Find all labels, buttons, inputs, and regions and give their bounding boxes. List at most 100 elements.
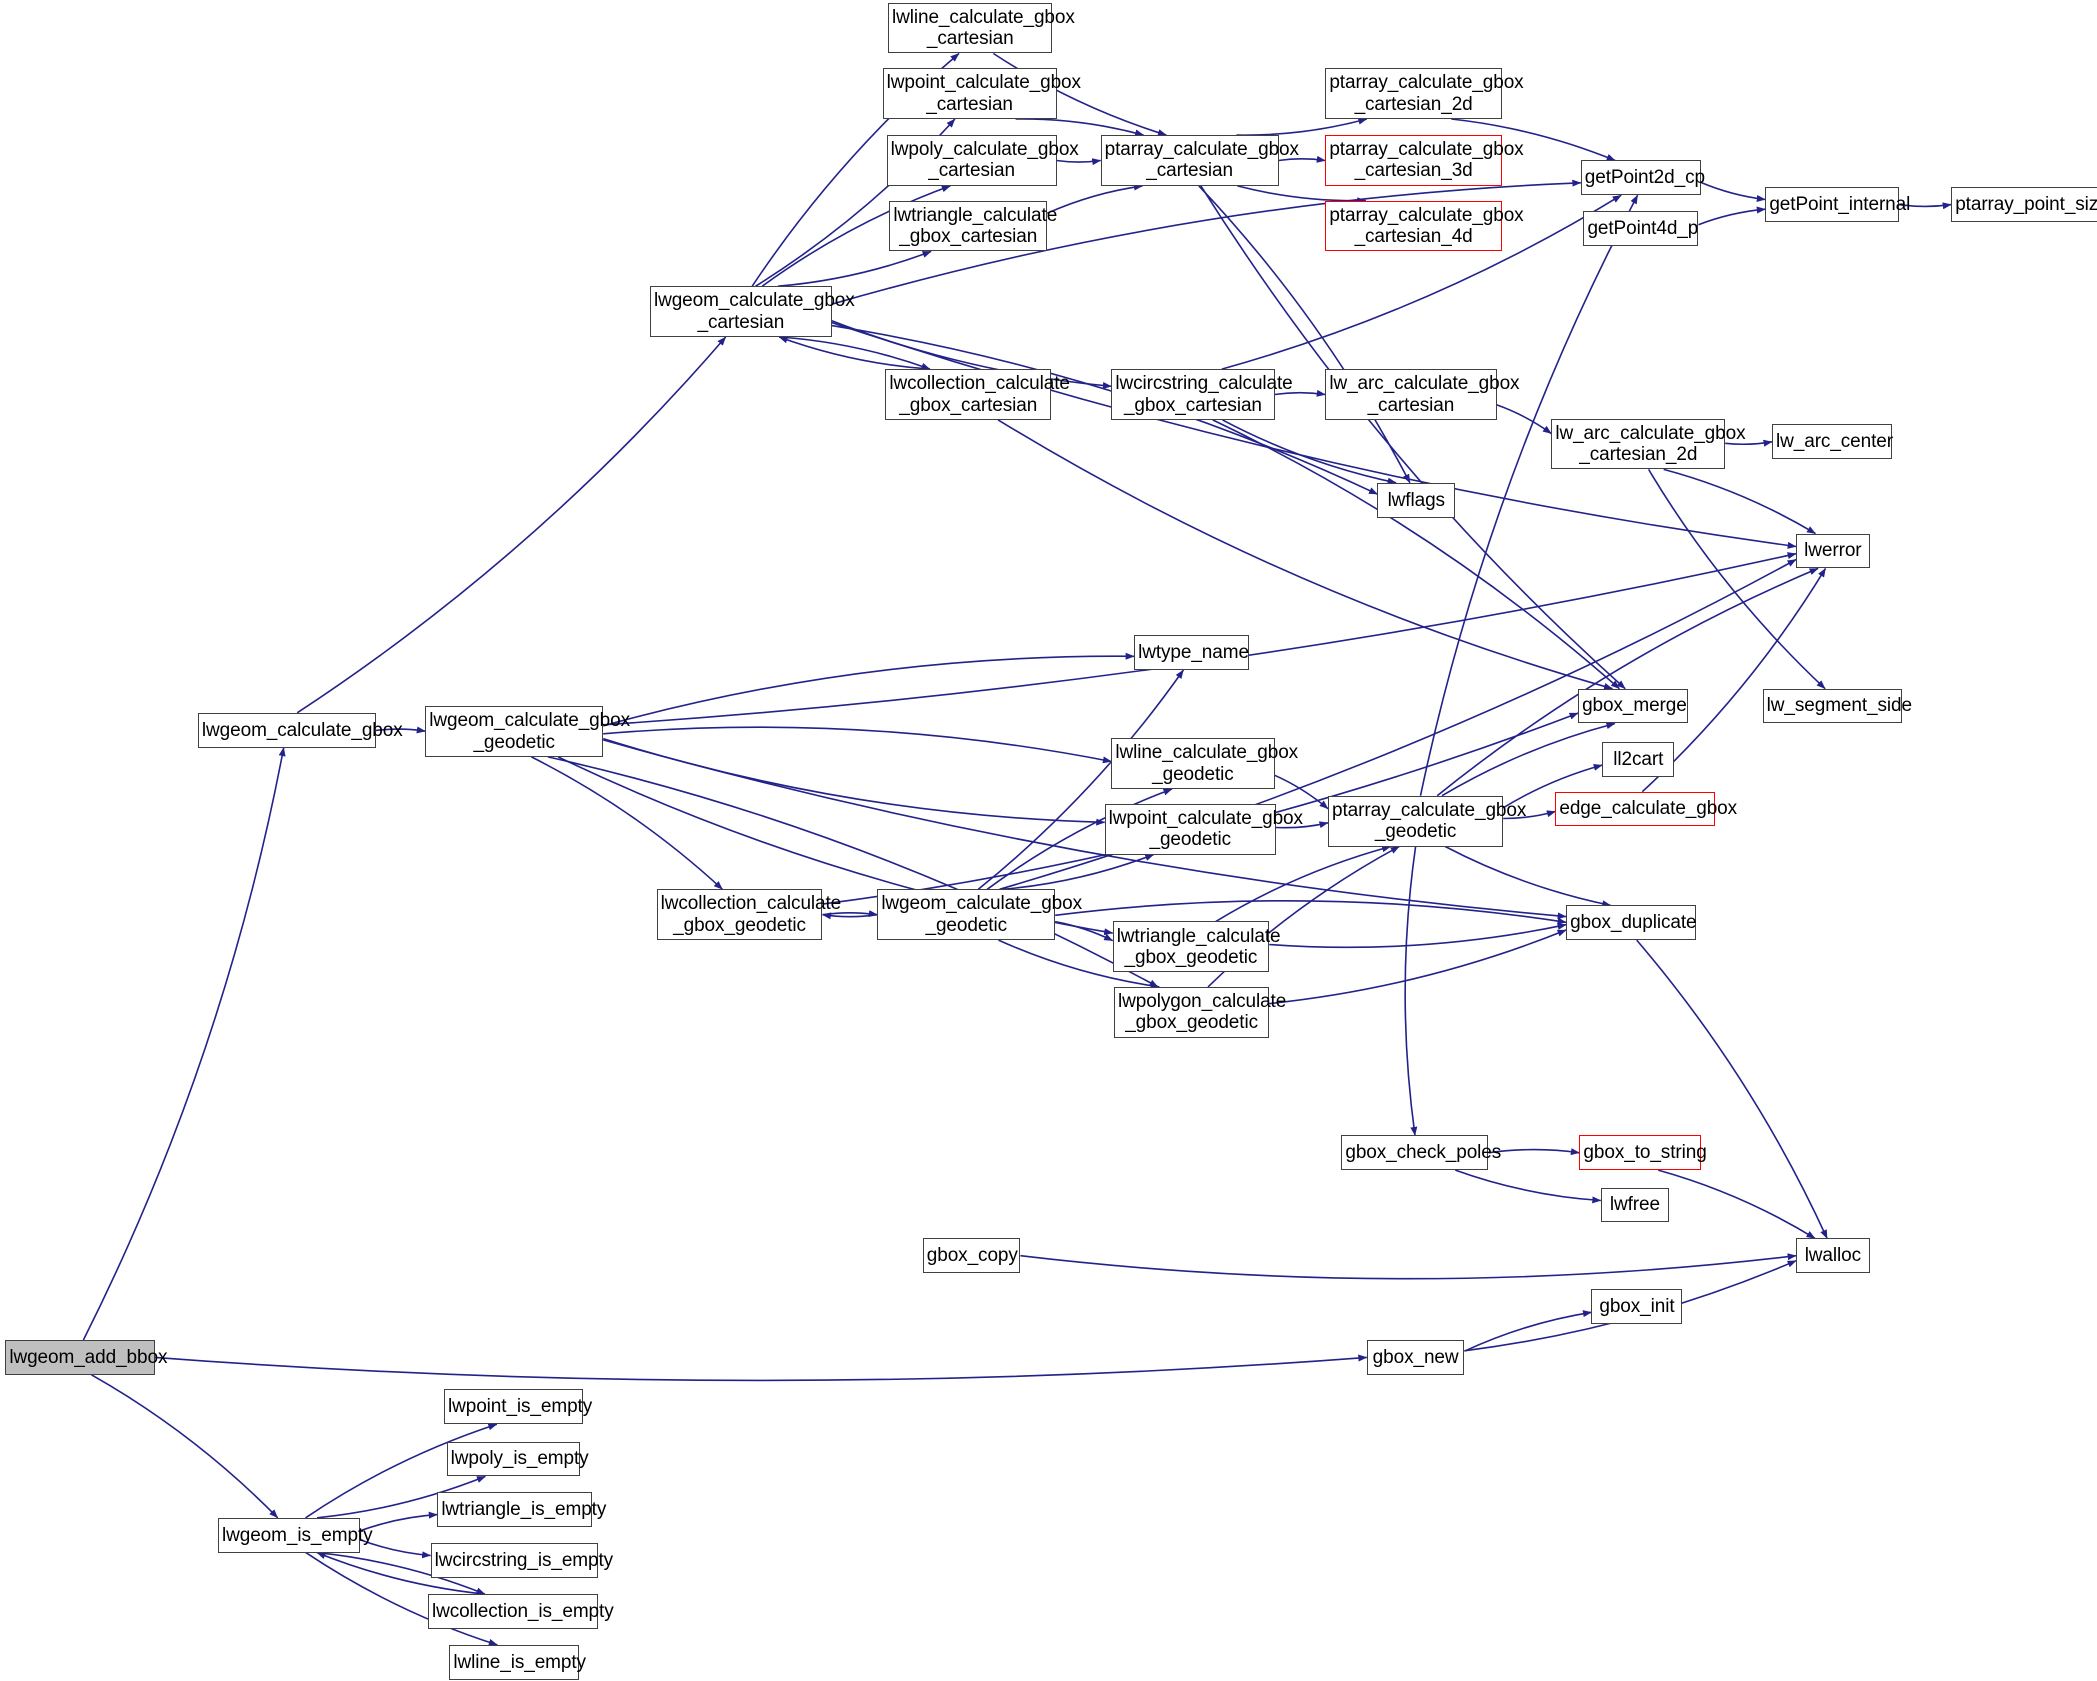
graph-node-gbox_duplicate[interactable]: gbox_duplicate bbox=[1566, 905, 1697, 941]
graph-node-lwcollection_is_empty[interactable]: lwcollection_is_empty bbox=[427, 1594, 614, 1629]
graph-node-label: lwtype_name bbox=[1138, 641, 1249, 663]
graph-node-label: lw_segment_side bbox=[1766, 695, 1912, 717]
graph-node-label: lwcircstring_is_empty bbox=[434, 1550, 614, 1571]
graph-node-lwline_is_empty[interactable]: lwline_is_empty bbox=[449, 1644, 586, 1680]
graph-node-label: getPoint2d_cp bbox=[1584, 167, 1705, 189]
graph-node-ptarray_calculate_gbox_cartesian_4d[interactable]: ptarray_calculate_gbox _cartesian_4d bbox=[1325, 200, 1524, 252]
graph-node-label: lwline_calculate_gbox _cartesian bbox=[892, 6, 1075, 50]
graph-node-label: gbox_duplicate bbox=[1570, 912, 1697, 934]
graph-node-label: lwtriangle_is_empty bbox=[441, 1499, 607, 1521]
graph-node-lwtriangle_calculate_gbox_geodetic[interactable]: lwtriangle_calculate _gbox_geodetic bbox=[1112, 921, 1281, 973]
graph-node-edge_calculate_gbox[interactable]: edge_calculate_gbox bbox=[1555, 791, 1738, 827]
graph-node-label: ptarray_point_size bbox=[1955, 193, 2097, 215]
graph-node-gbox_copy[interactable]: gbox_copy bbox=[922, 1238, 1021, 1274]
graph-node-lwerror[interactable]: lwerror bbox=[1796, 533, 1870, 569]
graph-node-lwgeom_calculate_gbox[interactable]: lwgeom_calculate_gbox bbox=[197, 712, 403, 748]
graph-node-label: ptarray_calculate_gbox _geodetic bbox=[1332, 799, 1527, 843]
graph-node-label: lwpoint_calculate_gbox _geodetic bbox=[1108, 807, 1303, 851]
graph-node-label: gbox_merge bbox=[1582, 695, 1687, 717]
graph-node-label: lwline_calculate_gbox _geodetic bbox=[1115, 742, 1299, 785]
graph-node-label: lwline_is_empty bbox=[453, 1651, 586, 1673]
graph-node-label: lwcollection_calculate _gbox_cartesian bbox=[889, 373, 1070, 416]
graph-node-lwcircstring_calculate_gbox_cartesian[interactable]: lwcircstring_calculate _gbox_cartesian bbox=[1111, 369, 1293, 420]
graph-node-label: lwgeom_calculate_gbox bbox=[201, 719, 403, 741]
graph-node-label: lwalloc bbox=[1804, 1245, 1862, 1267]
graph-node-getPoint_internal[interactable]: getPoint_internal bbox=[1765, 187, 1911, 222]
graph-node-getPoint2d_cp[interactable]: getPoint2d_cp bbox=[1580, 160, 1705, 196]
graph-node-lwcollection_calculate_gbox_cartesian[interactable]: lwcollection_calculate _gbox_cartesian bbox=[885, 369, 1070, 420]
graph-node-label: lwgeom_calculate_gbox _geodetic bbox=[429, 710, 630, 753]
graph-node-gbox_merge[interactable]: gbox_merge bbox=[1578, 688, 1688, 724]
graph-node-gbox_to_string[interactable]: gbox_to_string bbox=[1579, 1135, 1707, 1171]
graph-node-label: lwpoint_is_empty bbox=[448, 1396, 593, 1418]
graph-node-lwgeom_calculate_gbox_geodetic_inner[interactable]: lwgeom_calculate_gbox _geodetic bbox=[877, 889, 1083, 941]
graph-node-label: edge_calculate_gbox bbox=[1559, 798, 1738, 820]
graph-node-lwalloc[interactable]: lwalloc bbox=[1796, 1238, 1870, 1274]
graph-node-label: lwpoint_calculate_gbox _cartesian bbox=[886, 72, 1081, 115]
graph-node-label: gbox_init bbox=[1599, 1295, 1675, 1317]
graph-node-label: lwgeom_add_bbox bbox=[9, 1346, 168, 1368]
graph-node-lw_arc_calculate_gbox_cartesian_2d[interactable]: lw_arc_calculate_gbox _cartesian_2d bbox=[1551, 418, 1746, 470]
graph-node-label: ptarray_calculate_gbox _cartesian bbox=[1104, 139, 1299, 182]
graph-node-getPoint4d_p[interactable]: getPoint4d_p bbox=[1583, 211, 1699, 247]
graph-node-label: gbox_new bbox=[1372, 1346, 1459, 1368]
graph-node-label: getPoint_internal bbox=[1769, 193, 1911, 215]
graph-node-label: lwerror bbox=[1804, 540, 1862, 562]
graph-node-label: gbox_check_poles bbox=[1345, 1142, 1502, 1164]
graph-node-label: lwtriangle_calculate _gbox_cartesian bbox=[893, 204, 1058, 247]
graph-node-label: lwgeom_calculate_gbox _geodetic bbox=[881, 893, 1083, 936]
graph-node-label: ptarray_calculate_gbox _cartesian_2d bbox=[1329, 72, 1524, 115]
graph-node-label: lw_arc_calculate_gbox _cartesian bbox=[1329, 373, 1520, 416]
graph-node-lwtriangle_is_empty[interactable]: lwtriangle_is_empty bbox=[437, 1492, 607, 1528]
graph-node-lwpoly_is_empty[interactable]: lwpoly_is_empty bbox=[446, 1441, 589, 1477]
graph-node-label: ptarray_calculate_gbox _cartesian_3d bbox=[1329, 139, 1524, 182]
graph-node-lw_arc_calculate_gbox_cartesian[interactable]: lw_arc_calculate_gbox _cartesian bbox=[1325, 369, 1520, 420]
graph-node-label: lwpoly_is_empty bbox=[450, 1448, 589, 1470]
graph-node-lwtype_name[interactable]: lwtype_name bbox=[1134, 635, 1250, 670]
graph-node-ptarray_calculate_gbox_geodetic[interactable]: ptarray_calculate_gbox _geodetic bbox=[1328, 795, 1527, 847]
graph-node-label: lwflags bbox=[1387, 489, 1445, 511]
graph-node-label: gbox_copy bbox=[926, 1245, 1018, 1267]
graph-node-ptarray_calculate_gbox_cartesian_2d[interactable]: ptarray_calculate_gbox _cartesian_2d bbox=[1325, 68, 1524, 119]
graph-node-lwpoly_calculate_gbox_cartesian[interactable]: lwpoly_calculate_gbox _cartesian bbox=[886, 135, 1079, 186]
graph-node-label: lw_arc_calculate_gbox _cartesian_2d bbox=[1555, 422, 1746, 465]
graph-node-lwgeom_calculate_gbox_geodetic_outer[interactable]: lwgeom_calculate_gbox _geodetic bbox=[425, 706, 630, 757]
graph-node-label: lwcollection_calculate _gbox_geodetic bbox=[660, 893, 842, 936]
graph-node-lw_segment_side[interactable]: lw_segment_side bbox=[1762, 688, 1912, 724]
graph-node-ptarray_point_size[interactable]: ptarray_point_size bbox=[1951, 187, 2097, 222]
graph-node-label: lwfree bbox=[1609, 1194, 1660, 1216]
graph-node-label: getPoint4d_p bbox=[1587, 218, 1699, 240]
graph-node-lwline_calculate_gbox_cartesian[interactable]: lwline_calculate_gbox _cartesian bbox=[888, 2, 1075, 54]
graph-node-label: lw_arc_center bbox=[1776, 430, 1893, 452]
graph-node-label: lwpoly_calculate_gbox _cartesian bbox=[890, 139, 1079, 182]
graph-node-label: lwgeom_calculate_gbox _cartesian bbox=[653, 290, 855, 333]
graph-node-lwflags[interactable]: lwflags bbox=[1377, 482, 1456, 518]
graph-node-lwgeom_add_bbox[interactable]: lwgeom_add_bbox bbox=[5, 1339, 168, 1375]
graph-node-lwpolygon_calculate_gbox_geodetic[interactable]: lwpolygon_calculate _gbox_geodetic bbox=[1114, 986, 1287, 1038]
graph-node-lw_arc_center[interactable]: lw_arc_center bbox=[1772, 423, 1893, 459]
graph-node-lwtriangle_calculate_gbox_cartesian[interactable]: lwtriangle_calculate _gbox_cartesian bbox=[889, 200, 1058, 252]
graph-node-gbox_init[interactable]: gbox_init bbox=[1591, 1289, 1683, 1324]
graph-node-label: gbox_to_string bbox=[1583, 1142, 1707, 1164]
graph-node-ptarray_calculate_gbox_cartesian[interactable]: ptarray_calculate_gbox _cartesian bbox=[1100, 135, 1299, 186]
graph-node-lwpoint_is_empty[interactable]: lwpoint_is_empty bbox=[444, 1389, 593, 1425]
graph-node-lwcollection_calculate_gbox_geodetic[interactable]: lwcollection_calculate _gbox_geodetic bbox=[656, 889, 842, 941]
graph-node-lwpoint_calculate_gbox_geodetic[interactable]: lwpoint_calculate_gbox _geodetic bbox=[1104, 803, 1303, 855]
graph-node-lwfree[interactable]: lwfree bbox=[1600, 1187, 1670, 1223]
graph-node-ptarray_calculate_gbox_cartesian_3d[interactable]: ptarray_calculate_gbox _cartesian_3d bbox=[1325, 135, 1524, 186]
graph-node-lwgeom_calculate_gbox_cartesian[interactable]: lwgeom_calculate_gbox _cartesian bbox=[649, 286, 855, 337]
graph-node-label: lwgeom_is_empty bbox=[221, 1524, 373, 1546]
graph-node-lwcircstring_is_empty[interactable]: lwcircstring_is_empty bbox=[430, 1543, 614, 1579]
graph-node-lwline_calculate_gbox_geodetic[interactable]: lwline_calculate_gbox _geodetic bbox=[1111, 738, 1299, 789]
graph-node-ll2cart[interactable]: ll2cart bbox=[1602, 742, 1675, 777]
graph-node-label: lwpolygon_calculate _gbox_geodetic bbox=[1118, 991, 1287, 1034]
graph-node-gbox_new[interactable]: gbox_new bbox=[1366, 1339, 1465, 1375]
graph-node-lwpoint_calculate_gbox_cartesian[interactable]: lwpoint_calculate_gbox _cartesian bbox=[882, 68, 1081, 119]
graph-node-label: ptarray_calculate_gbox _cartesian_4d bbox=[1329, 204, 1524, 247]
graph-node-lwgeom_is_empty[interactable]: lwgeom_is_empty bbox=[217, 1517, 373, 1553]
graph-node-label: lwcollection_is_empty bbox=[431, 1600, 614, 1622]
graph-node-gbox_check_poles[interactable]: gbox_check_poles bbox=[1341, 1135, 1502, 1171]
graph-node-label: ll2cart bbox=[1613, 748, 1664, 770]
